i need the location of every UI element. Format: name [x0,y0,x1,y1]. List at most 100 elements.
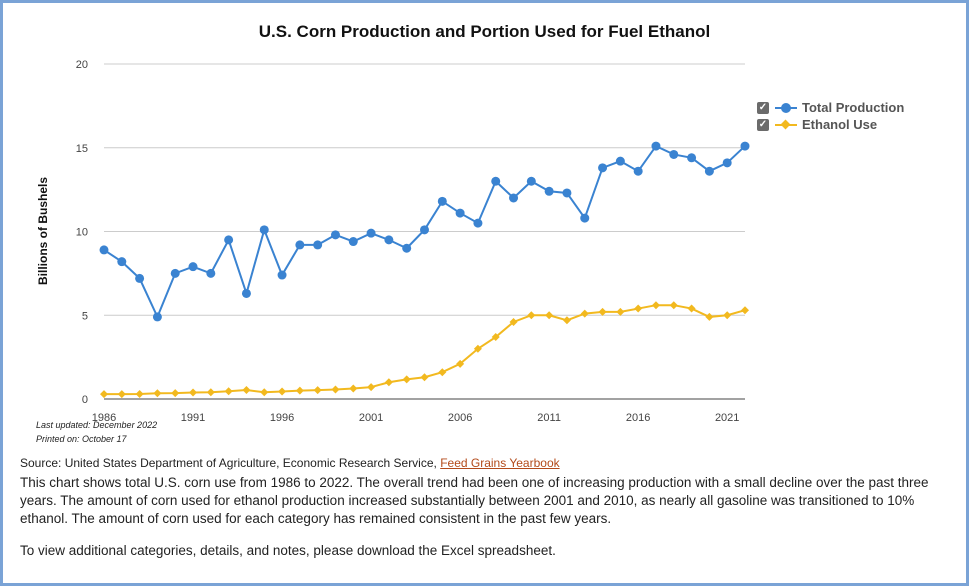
data-point[interactable] [420,373,429,382]
data-point[interactable] [277,270,287,280]
data-point[interactable] [669,149,679,159]
legend-item-ethanol-use[interactable]: ✓ Ethanol Use [757,116,904,133]
data-point[interactable] [367,383,376,392]
x-tick-label: 2021 [715,412,739,424]
data-point[interactable] [171,389,180,398]
data-point[interactable] [598,307,607,316]
data-point[interactable] [651,141,661,151]
data-point[interactable] [242,385,251,394]
data-point[interactable] [723,311,732,320]
series-layer [99,141,750,399]
data-point[interactable] [99,245,109,255]
data-point[interactable] [420,225,429,235]
data-point[interactable] [170,268,180,278]
data-point[interactable] [402,375,411,384]
data-point[interactable] [473,218,483,228]
data-point[interactable] [241,288,251,298]
data-point[interactable] [313,240,323,250]
data-point[interactable] [527,311,536,320]
data-point[interactable] [384,235,394,245]
data-point[interactable] [687,304,696,313]
data-point[interactable] [260,388,269,397]
data-point[interactable] [330,230,340,240]
data-point[interactable] [491,176,501,186]
y-axis-label: Billions of Bushels [36,177,50,285]
checkbox-icon[interactable]: ✓ [757,101,769,114]
data-point[interactable] [224,235,234,245]
line-chart: 0 5 10 15 20 1986 1991 1996 2001 2006 2011 2016 202… [36,59,750,424]
data-point[interactable] [135,389,144,398]
line-circle-swatch-icon [775,102,797,114]
data-point[interactable] [473,344,482,353]
data-point[interactable] [545,311,554,320]
data-point[interactable] [705,312,714,321]
data-point[interactable] [117,257,127,267]
data-point[interactable] [349,384,358,393]
data-point[interactable] [598,163,608,173]
data-point[interactable] [438,368,447,377]
data-point[interactable] [152,312,162,322]
data-point[interactable] [295,240,305,250]
data-point[interactable] [384,378,393,387]
data-point[interactable] [456,359,465,368]
y-tick-label: 15 [76,143,88,155]
data-point[interactable] [544,186,554,196]
source-text: Source: United States Department of Agri… [20,456,441,470]
y-tick-label: 0 [82,394,88,406]
data-point[interactable] [634,304,643,313]
data-point[interactable] [509,193,519,203]
data-point[interactable] [741,306,749,315]
data-point[interactable] [616,307,625,316]
y-axis-ticks: 0 5 10 15 20 [76,59,88,406]
data-point[interactable] [509,317,518,326]
checkbox-icon[interactable]: ✓ [757,118,769,131]
data-point[interactable] [100,390,108,399]
data-point[interactable] [669,301,678,310]
data-point[interactable] [722,158,732,168]
data-point[interactable] [562,316,571,325]
data-point[interactable] [562,188,572,198]
data-point[interactable] [189,388,198,397]
x-tick-label: 1991 [181,412,205,424]
legend-item-total-production[interactable]: ✓ Total Production [757,99,904,116]
data-point[interactable] [437,196,447,206]
data-point[interactable] [526,176,536,186]
feed-grains-yearbook-link[interactable]: Feed Grains Yearbook [440,456,560,470]
data-point[interactable] [206,388,215,397]
data-point[interactable] [224,387,233,396]
data-point[interactable] [491,333,500,342]
data-point[interactable] [615,156,625,166]
data-point[interactable] [704,166,714,176]
y-tick-label: 10 [76,227,88,239]
y-tick-label: 5 [82,310,88,322]
data-point[interactable] [153,389,162,398]
data-point[interactable] [455,208,465,218]
x-tick-label: 1996 [270,412,294,424]
data-point[interactable] [687,153,697,163]
x-tick-label: 2016 [626,412,650,424]
x-tick-label: 1986 [92,412,116,424]
source-line: Source: United States Department of Agri… [20,454,955,472]
last-updated-text: Last updated: December 2022 [36,420,158,430]
data-point[interactable] [313,386,322,395]
data-point[interactable] [278,387,287,396]
data-point[interactable] [135,273,145,283]
data-point[interactable] [633,166,643,176]
data-point[interactable] [331,385,340,394]
y-tick-label: 20 [76,59,88,71]
data-point[interactable] [206,268,216,278]
data-point[interactable] [348,237,358,247]
data-point[interactable] [366,228,376,238]
x-axis-ticks: 1986 1991 1996 2001 2006 2011 2016 2021 [92,412,740,424]
data-point[interactable] [259,225,269,235]
data-point[interactable] [580,309,589,318]
data-point[interactable] [188,262,198,272]
legend-label: Ethanol Use [802,117,878,132]
data-point[interactable] [740,141,750,151]
data-point[interactable] [580,213,590,223]
data-point[interactable] [402,243,412,253]
data-point[interactable] [295,386,304,395]
legend: ✓ Total Production ✓ Ethanol Use [757,99,904,133]
data-point[interactable] [117,390,126,399]
data-point[interactable] [651,301,660,310]
